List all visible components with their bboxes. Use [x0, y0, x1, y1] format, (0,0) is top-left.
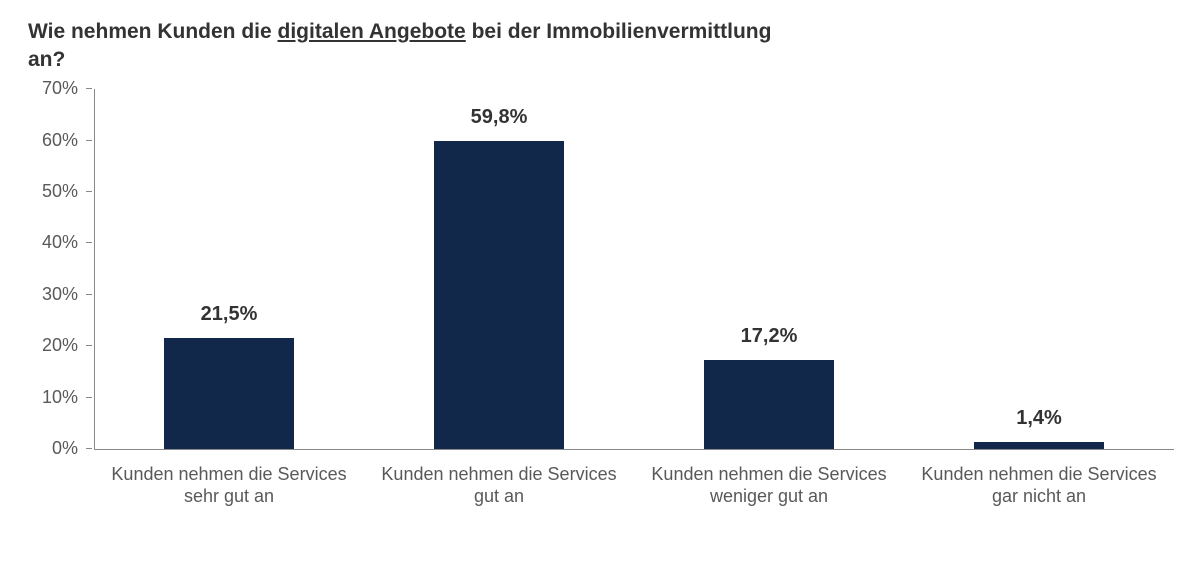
y-tick-mark [86, 448, 92, 449]
y-tick-label: 20% [28, 335, 86, 356]
bar-column: 17,2% [634, 89, 904, 449]
bar [704, 360, 834, 448]
bar [434, 141, 564, 449]
y-tick-label: 70% [28, 78, 86, 99]
plot-area: 0%10%20%30%40%50%60%70%21,5%59,8%17,2%1,… [28, 89, 1174, 509]
bar-value-label: 59,8% [364, 106, 634, 129]
y-tick-label: 10% [28, 387, 86, 408]
title-underlined: digitalen Angebote [278, 20, 466, 43]
bar-column: 1,4% [904, 89, 1174, 449]
title-pre: Wie nehmen Kunden die [28, 20, 278, 43]
y-tick: 10% [28, 387, 94, 407]
y-tick-mark [86, 345, 92, 346]
y-tick-label: 40% [28, 232, 86, 253]
y-tick-mark [86, 294, 92, 295]
x-axis-label: Kunden nehmen die Services gar nicht an [904, 457, 1174, 508]
y-tick: 70% [28, 79, 94, 99]
y-tick-mark [86, 88, 92, 89]
y-tick-label: 30% [28, 284, 86, 305]
y-tick: 60% [28, 130, 94, 150]
bar-column: 21,5% [94, 89, 364, 449]
x-axis [94, 449, 1174, 450]
y-tick-label: 60% [28, 130, 86, 151]
y-tick: 30% [28, 284, 94, 304]
y-tick-mark [86, 397, 92, 398]
x-axis-label: Kunden nehmen die Services sehr gut an [94, 457, 364, 508]
chart-title: Wie nehmen Kunden die digitalen Angebote… [28, 18, 788, 75]
x-axis-label: Kunden nehmen die Services gut an [364, 457, 634, 508]
bar-column: 59,8% [364, 89, 634, 449]
y-tick: 50% [28, 182, 94, 202]
y-tick-label: 0% [28, 438, 86, 459]
y-tick-mark [86, 242, 92, 243]
x-labels: Kunden nehmen die Services sehr gut anKu… [94, 457, 1174, 508]
y-tick-label: 50% [28, 181, 86, 202]
y-tick-mark [86, 140, 92, 141]
y-tick: 40% [28, 233, 94, 253]
bar-value-label: 21,5% [94, 303, 364, 326]
y-tick: 20% [28, 336, 94, 356]
y-tick: 0% [28, 439, 94, 459]
bar [164, 338, 294, 449]
bar [974, 442, 1104, 449]
x-axis-label: Kunden nehmen die Services weniger gut a… [634, 457, 904, 508]
bar-value-label: 1,4% [904, 407, 1174, 430]
y-tick-mark [86, 191, 92, 192]
chart-container: Wie nehmen Kunden die digitalen Angebote… [0, 0, 1193, 565]
bar-value-label: 17,2% [634, 325, 904, 348]
